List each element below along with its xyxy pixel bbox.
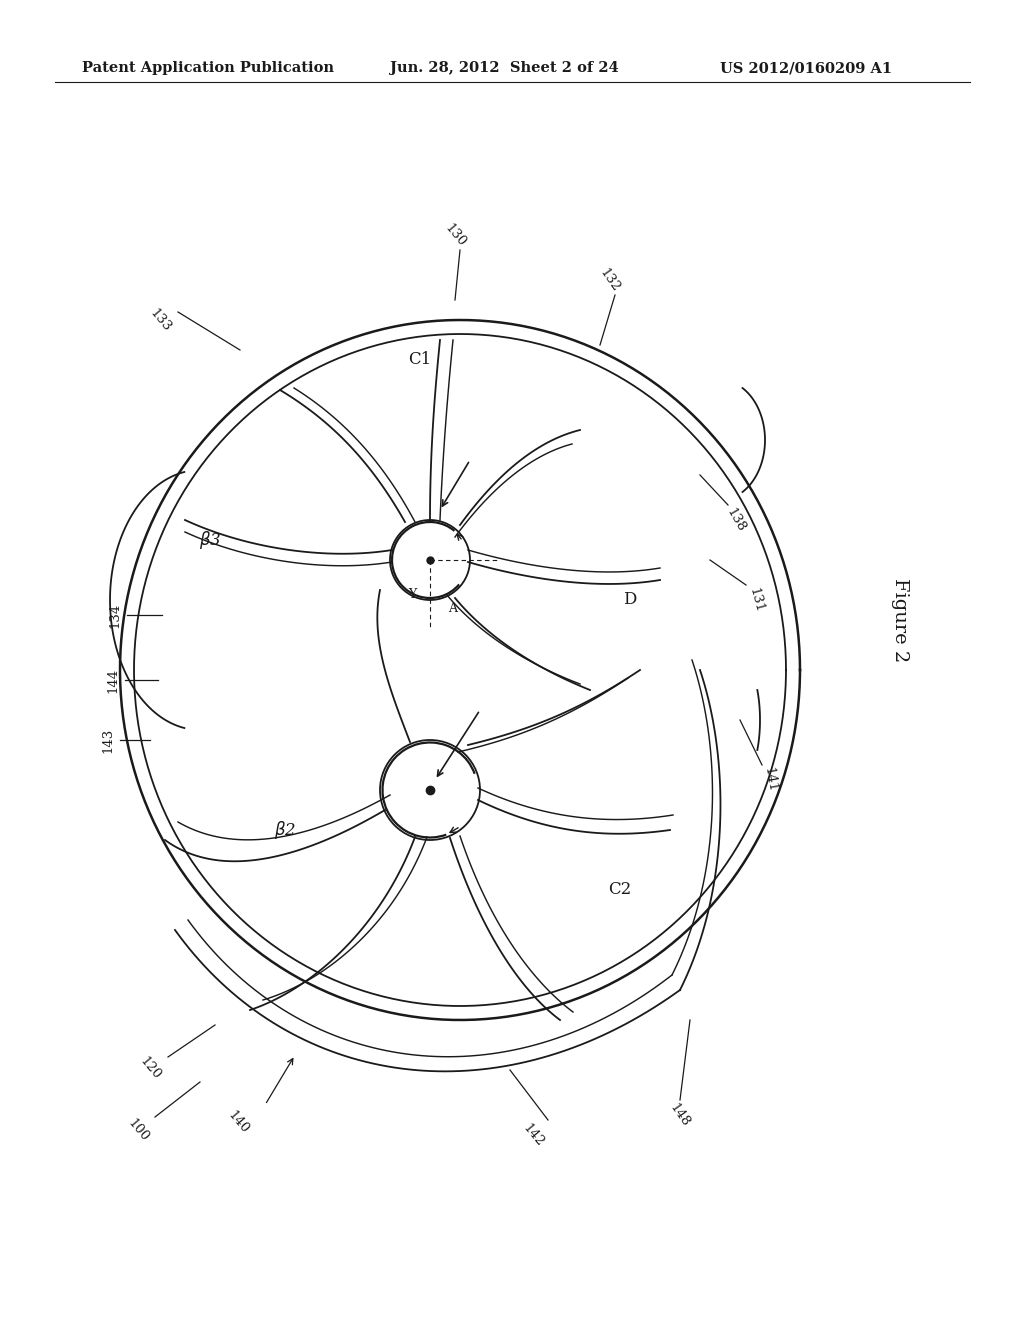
Circle shape	[380, 741, 480, 840]
Text: 133: 133	[146, 306, 173, 334]
Text: 141: 141	[762, 767, 778, 793]
Text: 143: 143	[101, 727, 115, 752]
Text: 100: 100	[125, 1117, 152, 1144]
Text: C1: C1	[409, 351, 432, 368]
Text: 140: 140	[225, 1109, 251, 1135]
Text: $\beta$3: $\beta$3	[199, 529, 221, 550]
Text: 120: 120	[137, 1055, 163, 1082]
Text: $\beta$2: $\beta$2	[273, 818, 296, 841]
Text: 131: 131	[746, 586, 766, 614]
Text: C2: C2	[608, 882, 632, 899]
Text: 144: 144	[106, 668, 120, 693]
Text: 138: 138	[724, 506, 748, 535]
Text: 148: 148	[668, 1101, 692, 1129]
Text: Jun. 28, 2012  Sheet 2 of 24: Jun. 28, 2012 Sheet 2 of 24	[390, 61, 618, 75]
Text: D: D	[624, 591, 637, 609]
Text: 134: 134	[109, 602, 122, 627]
Text: A: A	[449, 602, 457, 615]
Text: US 2012/0160209 A1: US 2012/0160209 A1	[720, 61, 892, 75]
Text: 130: 130	[442, 222, 468, 249]
Text: Figure 2: Figure 2	[891, 578, 909, 663]
Text: Y: Y	[408, 587, 416, 601]
Text: 132: 132	[597, 265, 623, 294]
Text: 142: 142	[520, 1121, 546, 1148]
Text: Patent Application Publication: Patent Application Publication	[82, 61, 334, 75]
Circle shape	[390, 520, 470, 601]
